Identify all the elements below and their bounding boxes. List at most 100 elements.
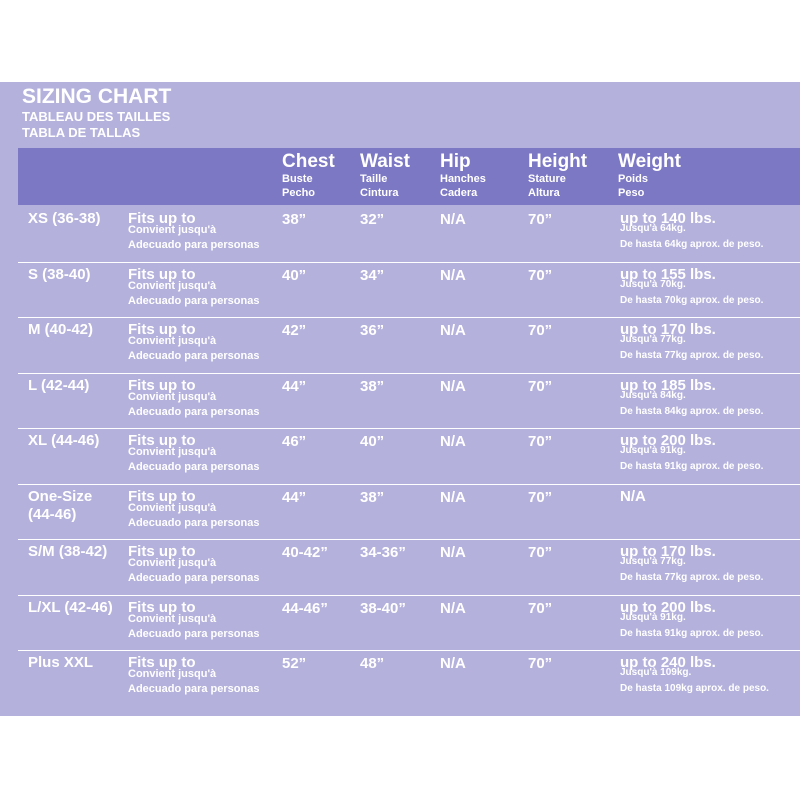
fits: Adecuado para personas [128, 239, 260, 251]
chest: 38” [282, 211, 307, 228]
column-subheader: Poids [618, 173, 648, 185]
column-header: Weight [618, 151, 681, 172]
fits: Adecuado para personas [128, 350, 260, 362]
fits: Fits up to [128, 654, 196, 671]
column-subheader: Cintura [360, 187, 399, 199]
fits: Fits up to [128, 265, 196, 283]
row-separator [18, 317, 800, 318]
waist: 48” [360, 655, 385, 672]
fits: Convient jusqu'à [128, 557, 217, 569]
hip: N/A [440, 377, 466, 395]
height: 70” [528, 433, 553, 450]
fits: Adecuado para personas [128, 461, 260, 473]
height: 70” [528, 211, 553, 228]
height: 70” [528, 599, 553, 617]
weight: De hasta 77kg aprox. de peso. [620, 572, 764, 583]
hip: N/A [440, 488, 466, 506]
fits: Adecuado para personas [128, 516, 260, 529]
title: SIZING CHART [22, 85, 172, 108]
fits: Adecuado para personas [128, 627, 260, 640]
weight: up to 140 lbs. [620, 210, 716, 227]
weight: up to 185 lbs. [620, 376, 716, 394]
column-subheader: Taille [360, 173, 388, 185]
chest: 40-42” [282, 544, 328, 561]
fits: Fits up to [128, 376, 196, 394]
column-subheader: Peso [618, 187, 645, 199]
size: M (40-42) [28, 321, 94, 338]
waist: 40” [360, 433, 385, 450]
fits: Adecuado para personas [128, 405, 260, 418]
weight: up to 170 lbs. [620, 543, 716, 560]
fits: Fits up to [128, 432, 196, 449]
weight: Jusqu'à 77kg. [620, 334, 686, 345]
fits: Fits up to [128, 598, 196, 616]
weight: Jusqu'à 77kg. [620, 556, 686, 567]
height: 70” [528, 544, 553, 561]
size: Plus XXL [28, 654, 94, 671]
waist: 34” [360, 266, 385, 284]
column-subheader: Stature [528, 173, 566, 185]
fits: Convient jusqu'à [128, 501, 217, 514]
weight: N/A [620, 487, 646, 505]
weight: Jusqu'à 91kg. [620, 611, 686, 623]
row-separator [18, 428, 800, 429]
chest: 44” [282, 377, 307, 395]
row-separator [18, 650, 800, 651]
weight: De hasta 70kg aprox. de peso. [620, 294, 764, 306]
row-separator [18, 539, 800, 540]
size: (44-46) [28, 505, 77, 523]
size: One-Size [28, 487, 93, 505]
fits: Fits up to [128, 210, 196, 227]
waist: 38” [360, 377, 385, 395]
row-separator [18, 372, 800, 374]
fits: Adecuado para personas [128, 572, 260, 584]
chest: 52” [282, 655, 307, 672]
size: XL (44-46) [28, 432, 100, 449]
weight: up to 240 lbs. [620, 654, 716, 671]
hip: N/A [440, 211, 466, 228]
weight: Jusqu'à 64kg. [620, 223, 686, 234]
weight: up to 170 lbs. [620, 321, 716, 338]
hip: N/A [440, 433, 466, 450]
hip: N/A [440, 655, 466, 672]
weight: Jusqu'à 91kg. [620, 445, 686, 456]
fits: Fits up to [128, 321, 196, 338]
size: XS (36-38) [28, 210, 101, 227]
hip: N/A [440, 266, 466, 284]
fits: Fits up to [128, 487, 196, 505]
waist: 36” [360, 322, 385, 339]
fits: Convient jusqu'à [128, 612, 217, 625]
fits: Convient jusqu'à [128, 335, 217, 347]
height: 70” [528, 322, 553, 339]
height: 70” [528, 266, 553, 284]
column-subheader: Buste [282, 173, 313, 185]
column-subheader: Cadera [440, 187, 478, 199]
fits: Convient jusqu'à [128, 446, 217, 458]
weight: up to 200 lbs. [620, 598, 716, 616]
header-band [18, 148, 800, 205]
column-header: Hip [440, 151, 471, 172]
chest: 44-46” [282, 599, 328, 617]
weight: Jusqu'à 109kg. [620, 667, 692, 678]
weight: up to 200 lbs. [620, 432, 716, 449]
height: 70” [528, 488, 553, 506]
fits: Adecuado para personas [128, 683, 260, 695]
weight: De hasta 91kg aprox. de peso. [620, 627, 764, 639]
weight: up to 155 lbs. [620, 265, 716, 283]
fits: Fits up to [128, 543, 196, 560]
weight: Jusqu'à 70kg. [620, 278, 686, 290]
column-subheader: Pecho [282, 187, 316, 199]
subtitle: TABLEAU DES TAILLES [22, 109, 171, 124]
row-separator [18, 594, 800, 596]
weight: Jusqu'à 84kg. [620, 389, 686, 401]
fits: Convient jusqu'à [128, 279, 217, 292]
weight: De hasta 77kg aprox. de peso. [620, 350, 764, 361]
row-separator [18, 483, 800, 485]
column-header: Chest [282, 151, 335, 172]
row-separator [18, 261, 800, 263]
subtitle: TABLA DE TALLAS [22, 125, 141, 140]
column-subheader: Hanches [440, 173, 486, 185]
size: L (42-44) [28, 376, 90, 394]
weight: De hasta 91kg aprox. de peso. [620, 461, 764, 472]
